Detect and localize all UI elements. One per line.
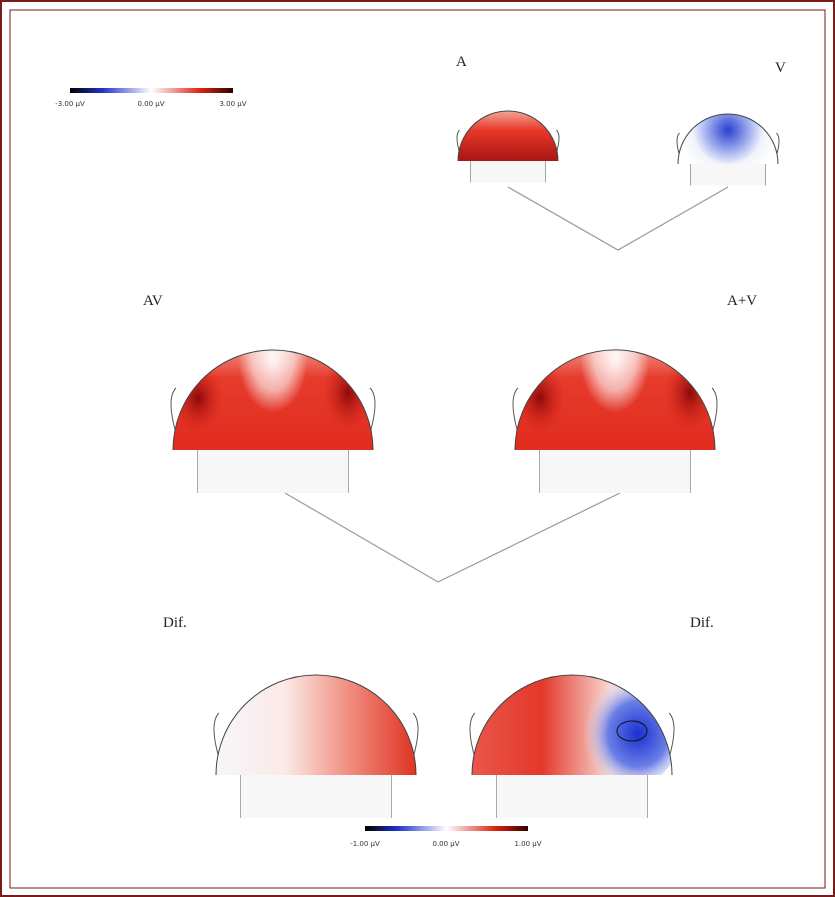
map-label: Dif.	[690, 615, 714, 631]
ear	[711, 387, 718, 434]
neck-fill	[497, 775, 647, 818]
neck-fill	[540, 450, 690, 493]
ear	[668, 712, 675, 759]
neck-fill	[690, 164, 766, 186]
colorbar-label: -1.00 µV	[350, 840, 380, 848]
neck-fill	[241, 775, 391, 818]
map-label: AV	[143, 293, 163, 309]
ear	[369, 387, 376, 434]
colorbar-label: 3.00 µV	[219, 100, 246, 108]
ear	[213, 712, 220, 759]
colorbar	[70, 88, 233, 93]
scalp-outline	[677, 113, 779, 165]
ear	[469, 712, 476, 759]
map-label: Dif.	[163, 615, 187, 631]
connectors	[284, 186, 729, 583]
scalp-outline	[457, 110, 559, 162]
scalp-outline	[471, 674, 673, 776]
neck-fill	[470, 161, 546, 183]
colorbar-label: 1.00 µV	[514, 840, 541, 848]
map-label: V	[775, 60, 786, 76]
map-label: A	[456, 54, 467, 70]
colorbar-label: 0.00 µV	[137, 100, 164, 108]
colorbar-label: 0.00 µV	[432, 840, 459, 848]
colorbar	[365, 826, 528, 831]
scalp-outline	[514, 349, 716, 451]
ear	[170, 387, 177, 434]
inner-frame	[9, 9, 826, 889]
map-label: A+V	[727, 293, 757, 309]
scalp-outline	[172, 349, 374, 451]
neck-fill	[198, 450, 348, 493]
scalp-outline	[215, 674, 417, 776]
colorbar-label: -3.00 µV	[55, 100, 85, 108]
ear	[512, 387, 519, 434]
ear	[412, 712, 419, 759]
